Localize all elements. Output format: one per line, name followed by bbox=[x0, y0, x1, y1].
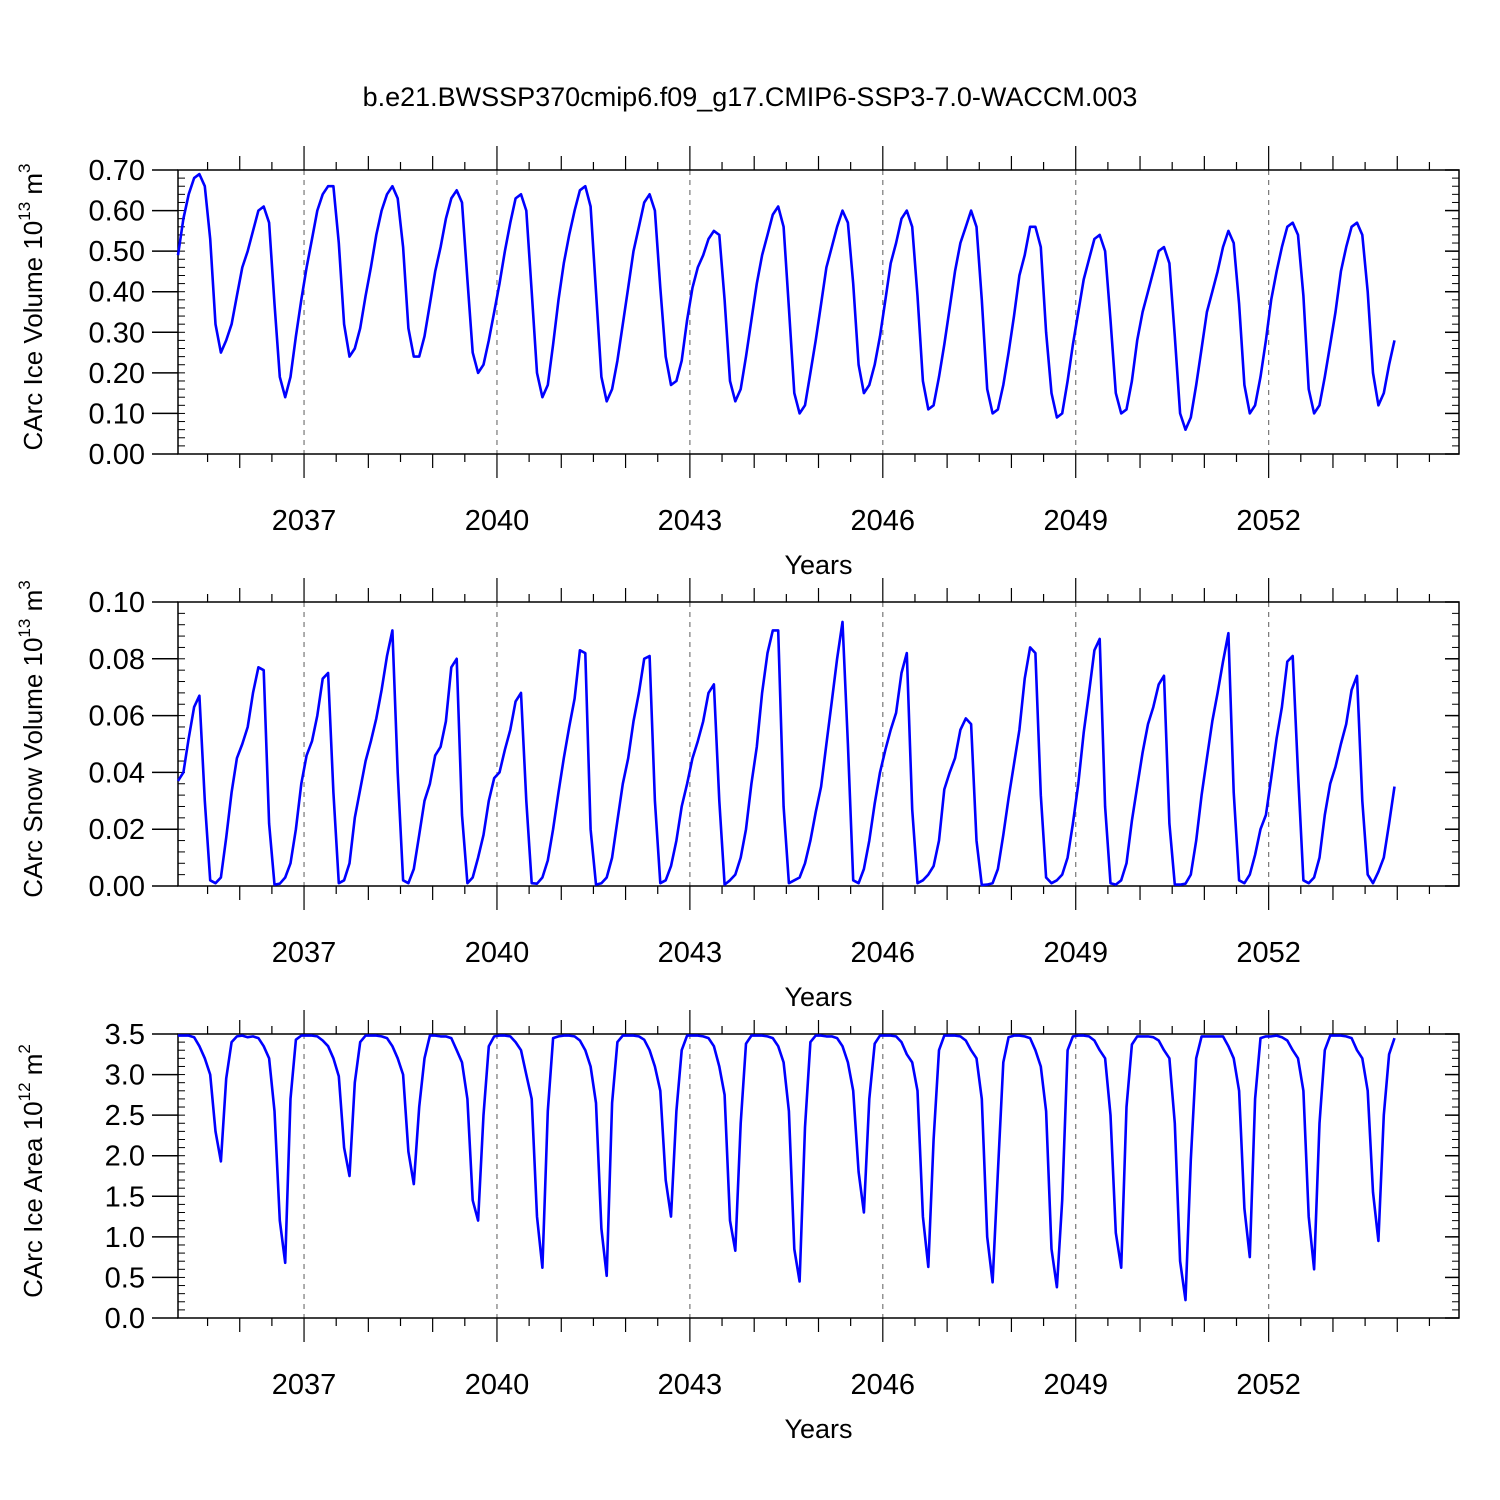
y-tick-label: 0.70 bbox=[89, 155, 145, 187]
y-axis-label: CArc Snow Volume 1013 m3 bbox=[15, 580, 48, 897]
y-axis-label-text: CArc Ice Area 10 bbox=[18, 1101, 48, 1298]
y-axis-label: CArc Ice Area 1012 m2 bbox=[15, 1044, 48, 1298]
y-axis-label: CArc Ice Volume 1013 m3 bbox=[15, 163, 48, 450]
x-axis-label: Years bbox=[784, 1414, 852, 1444]
y-tick-label: 0.50 bbox=[89, 236, 145, 268]
panel-ice-volume: 0.00 0.10 0.20 0.30 0.40 0.50 0.60 0.70 2037 2040… bbox=[15, 146, 1460, 580]
x-tick-label: 2037 bbox=[272, 937, 337, 969]
y-axis-label-text: CArc Ice Volume 10 bbox=[18, 221, 48, 451]
x-tick-label: 2046 bbox=[851, 1369, 916, 1401]
plot-frame bbox=[177, 169, 1460, 455]
y-tick-label: 0.08 bbox=[89, 644, 145, 676]
y-tick-label: 0.06 bbox=[89, 701, 145, 733]
y-tick-label: 1.5 bbox=[105, 1181, 145, 1213]
x-tick-label: 2049 bbox=[1043, 505, 1108, 537]
x-tick-label: 2049 bbox=[1043, 937, 1108, 969]
y-tick-label: 0.02 bbox=[89, 814, 145, 846]
y-axis-label-superscript: 3 bbox=[15, 163, 34, 172]
y-tick-label: 0.30 bbox=[89, 317, 145, 349]
y-axis-label-superscript: 12 bbox=[15, 1082, 34, 1101]
y-axis-label-superscript: 13 bbox=[15, 202, 34, 221]
x-tick-label: 2040 bbox=[465, 937, 530, 969]
y-tick-label: 0.20 bbox=[89, 358, 145, 390]
y-axis-label-text: m bbox=[18, 590, 48, 619]
x-tick-label: 2037 bbox=[272, 505, 337, 537]
x-tick-label: 2049 bbox=[1043, 1369, 1108, 1401]
y-axis-label-text: m bbox=[18, 1054, 48, 1083]
y-axis-label-superscript: 2 bbox=[15, 1044, 34, 1053]
x-axis-label: Years bbox=[784, 550, 852, 580]
series-line bbox=[176, 172, 1396, 432]
y-tick-label: 0.00 bbox=[89, 871, 145, 903]
y-tick-label: 0.60 bbox=[89, 196, 145, 228]
series-line bbox=[178, 1034, 1396, 1302]
plot-frame bbox=[177, 1033, 1460, 1319]
x-tick-label: 2043 bbox=[658, 505, 723, 537]
y-axis-label-text: m bbox=[18, 173, 48, 202]
x-tick-label: 2046 bbox=[851, 505, 916, 537]
y-tick-label: 0.0 bbox=[105, 1303, 145, 1335]
x-tick-label: 2037 bbox=[272, 1369, 337, 1401]
y-tick-label: 1.0 bbox=[105, 1222, 145, 1254]
y-axis-label-text: CArc Snow Volume 10 bbox=[18, 638, 48, 898]
y-tick-label: 0.10 bbox=[89, 398, 145, 430]
chart-title: b.e21.BWSSP370cmip6.f09_g17.CMIP6-SSP3-7… bbox=[363, 82, 1138, 112]
x-tick-label: 2052 bbox=[1236, 505, 1301, 537]
y-tick-label: 0.04 bbox=[89, 757, 145, 789]
x-tick-label: 2043 bbox=[658, 1369, 723, 1401]
x-tick-label: 2052 bbox=[1236, 1369, 1301, 1401]
y-axis-label-superscript: 13 bbox=[15, 619, 34, 638]
panel-snow-volume: 0.00 0.02 0.04 0.06 0.08 0.10 2037 2040 2043 2046… bbox=[15, 578, 1460, 1012]
y-tick-label: 3.5 bbox=[105, 1019, 145, 1051]
x-tick-label: 2040 bbox=[465, 1369, 530, 1401]
y-tick-label: 0.00 bbox=[89, 439, 145, 471]
panel-ice-area: 0.0 0.5 1.0 1.5 2.0 2.5 3.0 3.5 2037 2040 2043 2046… bbox=[15, 1010, 1460, 1444]
x-tick-label: 2043 bbox=[658, 937, 723, 969]
x-tick-label: 2046 bbox=[851, 937, 916, 969]
x-axis-label: Years bbox=[784, 982, 852, 1012]
series-line bbox=[176, 620, 1396, 887]
y-tick-label: 3.0 bbox=[105, 1060, 145, 1092]
y-tick-label: 0.10 bbox=[89, 587, 145, 619]
x-tick-label: 2052 bbox=[1236, 937, 1301, 969]
y-tick-label: 2.0 bbox=[105, 1141, 145, 1173]
y-tick-label: 0.5 bbox=[105, 1262, 145, 1294]
x-tick-label: 2040 bbox=[465, 505, 530, 537]
y-tick-label: 2.5 bbox=[105, 1100, 145, 1132]
y-tick-label: 0.40 bbox=[89, 277, 145, 309]
y-axis-label-superscript: 3 bbox=[15, 580, 34, 589]
